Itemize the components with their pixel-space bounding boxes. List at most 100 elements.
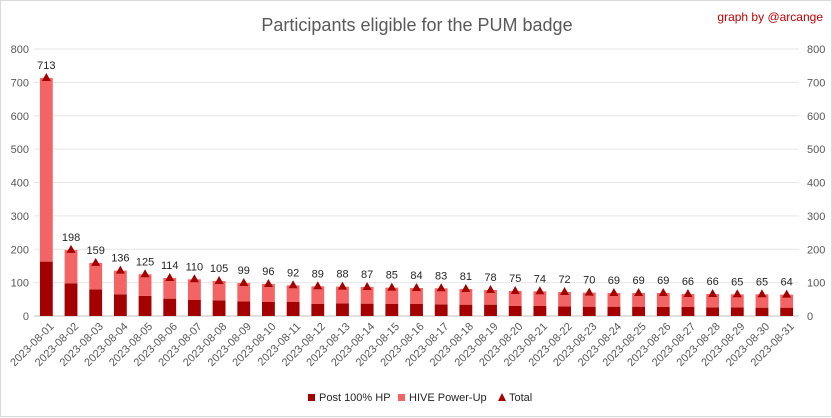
bar-post-100-hp [360, 303, 374, 316]
bar-hive-power-up [459, 288, 473, 305]
total-data-label: 75 [509, 273, 521, 285]
total-marker [708, 288, 718, 297]
total-data-label: 65 [731, 276, 743, 288]
bar-hive-power-up [484, 289, 497, 305]
y-tick-label-right: 700 [807, 77, 825, 89]
bar-post-100-hp [163, 298, 177, 316]
y-tick-label-left: 200 [11, 244, 29, 256]
y-tick-label-right: 400 [807, 178, 825, 190]
y-tick-label-left: 100 [11, 278, 29, 290]
total-marker [115, 265, 125, 274]
y-tick-label-left: 800 [11, 44, 29, 56]
y-tick-label-right: 300 [807, 211, 825, 223]
bar-post-100-hp [434, 304, 448, 316]
bar-hive-power-up [632, 292, 646, 307]
bar-hive-power-up [113, 270, 127, 295]
bar-post-100-hp [780, 307, 794, 316]
bar-post-100-hp [410, 303, 423, 316]
bar-post-100-hp [64, 283, 78, 316]
total-data-label: 87 [361, 269, 373, 281]
total-data-label: 85 [386, 270, 398, 282]
total-data-label: 70 [583, 275, 595, 287]
total-marker [412, 282, 421, 291]
bar-post-100-hp [459, 304, 473, 316]
total-data-label: 125 [136, 256, 154, 268]
total-marker [658, 287, 668, 296]
total-marker [609, 287, 619, 296]
y-tick-label-left: 0 [23, 311, 29, 323]
total-marker [189, 274, 199, 283]
legend-label: Post 100% HP [319, 392, 391, 404]
bar-post-100-hp [582, 306, 596, 316]
total-data-label: 96 [262, 266, 274, 278]
data-labels: 713 198 159 136 125 114 110 105 99 96 92 89 88 87 85 84… [37, 60, 793, 289]
total-marker [214, 275, 224, 284]
bar-post-100-hp [706, 307, 720, 316]
total-data-label: 78 [484, 272, 496, 284]
bar-post-100-hp [508, 305, 522, 316]
y-tick-label-right: 600 [807, 111, 825, 123]
total-marker [560, 286, 570, 295]
total-data-label: 159 [87, 245, 105, 257]
bar-post-100-hp [484, 304, 497, 316]
total-data-label: 84 [410, 270, 422, 282]
bar-hive-power-up [336, 286, 349, 304]
total-marker [436, 283, 446, 292]
bar-post-100-hp [311, 303, 325, 316]
total-marker [239, 277, 249, 286]
total-marker [140, 269, 150, 278]
bar-post-100-hp [681, 306, 695, 316]
y-tick-label-left: 700 [11, 77, 29, 89]
legend-swatch [308, 394, 315, 401]
bar-post-100-hp [656, 306, 670, 316]
bar-hive-power-up [582, 292, 596, 307]
total-marker [362, 281, 372, 290]
total-data-label: 89 [312, 268, 324, 280]
total-marker [634, 287, 644, 296]
bar-post-100-hp [187, 299, 201, 316]
total-data-label: 105 [210, 263, 228, 275]
bar-post-100-hp [113, 294, 127, 316]
bar-hive-power-up [656, 292, 670, 307]
chart-title: Participants eligible for the PUM badge [261, 15, 572, 35]
bar-post-100-hp [730, 307, 744, 316]
legend-swatch [498, 393, 506, 401]
bar-post-100-hp [385, 303, 399, 316]
gridlines [34, 48, 799, 317]
bar-hive-power-up [262, 283, 275, 302]
y-tick-label-left: 400 [11, 178, 29, 190]
total-marker [337, 281, 347, 290]
total-data-label: 99 [238, 265, 250, 277]
bar-hive-power-up [89, 262, 103, 290]
total-marker [486, 284, 496, 293]
bar-hive-power-up [533, 291, 547, 306]
total-data-label: 88 [336, 269, 348, 281]
bar-hive-power-up [286, 285, 300, 302]
y-axis-left: 0 100 200 300 400 500 600 700 800 [11, 44, 29, 323]
bar-hive-power-up [385, 287, 399, 304]
bar-hive-power-up [508, 290, 522, 306]
total-data-label: 74 [534, 273, 546, 285]
total-marker [165, 272, 175, 281]
total-marker [91, 257, 101, 266]
total-data-label: 64 [781, 277, 793, 289]
x-axis: 2023-08-012023-08-022023-08-032023-08-04… [8, 321, 797, 369]
legend-label: Total [509, 392, 532, 404]
bar-hive-power-up [64, 249, 78, 284]
legend: Post 100% HP HIVE Power-Up Total [308, 392, 532, 404]
bar-hive-power-up [410, 287, 423, 304]
bar-hive-power-up [212, 280, 226, 301]
bar-post-100-hp [286, 301, 300, 316]
bar-post-100-hp [39, 261, 53, 316]
total-marker [263, 278, 273, 287]
total-data-label: 65 [756, 276, 768, 288]
y-tick-label-right: 0 [807, 311, 813, 323]
bar-hive-power-up [360, 286, 374, 304]
total-marker [757, 289, 767, 298]
total-marker [461, 283, 471, 292]
total-data-label: 66 [707, 276, 719, 288]
y-tick-label-right: 800 [807, 44, 825, 56]
total-marker [683, 288, 693, 297]
